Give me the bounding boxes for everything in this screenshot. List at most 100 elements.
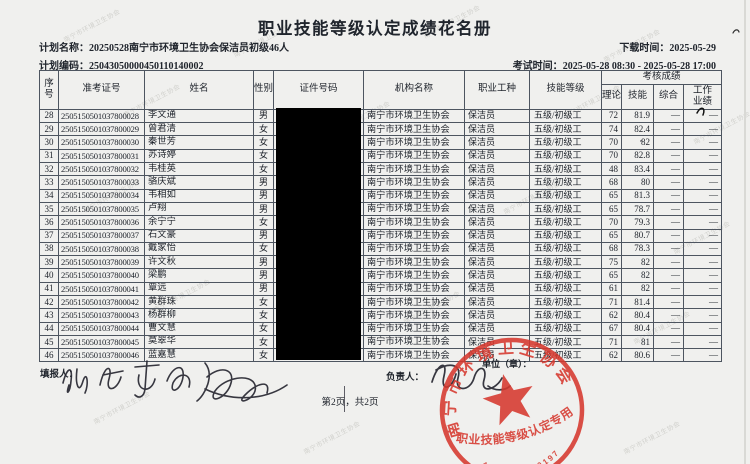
plan-code-value: 25043050000450110140002 xyxy=(89,61,204,72)
header-work-label: 工作业绩 xyxy=(692,86,712,107)
cell-skill: 80 xyxy=(621,175,654,190)
cell-level: 五级/初级工 xyxy=(529,108,602,124)
cell-work: — xyxy=(682,281,723,297)
cell-seq: 41 xyxy=(39,281,59,297)
cell-gender: 男 xyxy=(253,108,274,124)
cell-seq: 39 xyxy=(39,255,59,270)
cell-org: 南宁市环境卫生协会 xyxy=(363,294,465,310)
cell-ticket: 2505150501037800032 xyxy=(58,162,145,177)
cell-skill: 78.7 xyxy=(621,201,654,217)
cell-theory: 70 xyxy=(601,148,622,164)
cell-skill: 79.3 xyxy=(621,215,654,230)
cell-skill: 82 xyxy=(621,268,654,283)
header-ticket: 准考证号 xyxy=(58,70,145,110)
download-time-label: 下载时间： xyxy=(619,43,670,54)
cell-work: — xyxy=(682,175,723,190)
cell-comprehensive: — xyxy=(653,122,684,137)
certification-stamp: 南宁市环境卫生协会 职业技能等级认定专用章 4501030390197 xyxy=(415,313,585,464)
table-row: 34 2505150501037800034 韦相如男 南宁市环境卫生协会 保洁员 五级/… xyxy=(39,188,723,203)
cell-seq: 31 xyxy=(39,148,59,164)
paper-edge xyxy=(744,0,746,464)
cell-occupation: 保洁员 xyxy=(464,294,530,310)
cell-name: 杨群柳 xyxy=(144,308,254,323)
cell-seq: 36 xyxy=(39,215,59,230)
cell-gender: 女 xyxy=(253,135,274,150)
cell-gender: 女 xyxy=(253,321,274,336)
cell-theory: 62 xyxy=(601,308,622,323)
cell-gender: 男 xyxy=(253,228,274,243)
page-title: 职业技能等级认定成绩花名册 xyxy=(258,19,492,38)
cell-level: 五级/初级工 xyxy=(529,148,602,164)
cell-org: 南宁市环境卫生协会 xyxy=(363,201,465,217)
header-org: 机构名称 xyxy=(363,70,465,110)
table-row: 44 2505150501037800044 曹文慧女南宁市环境卫生协会 保洁员 五级/… xyxy=(39,321,723,336)
table-row: 39 2505150501037800039 许文秋男 南宁市环境卫生协会 保洁员 五级/… xyxy=(39,255,723,270)
cell-ticket: 2505150501037800038 xyxy=(58,241,145,257)
cell-occupation: 保洁员 xyxy=(464,122,530,137)
header-level: 技能等级 xyxy=(529,70,602,110)
cell-skill: 81.3 xyxy=(621,188,654,203)
cell-occupation: 保洁员 xyxy=(464,281,530,297)
cell-seq: 32 xyxy=(39,162,59,177)
cell-theory: 48 xyxy=(601,162,622,177)
cell-ticket: 2505150501037800043 xyxy=(58,308,145,323)
table-row: 36 2505150501037800036 余宁宁女 南宁市环境卫生协会 保洁员 五级/… xyxy=(39,215,723,230)
cell-comprehensive: — xyxy=(653,308,684,323)
cell-name: 莫翠华 xyxy=(144,334,254,350)
scan-speck xyxy=(395,89,397,91)
cell-name: 余宁宁 xyxy=(144,215,254,230)
cell-org: 南宁市环境卫生协会 xyxy=(363,255,465,270)
cell-name: 曾君清 xyxy=(144,122,254,137)
cell-comprehensive: — xyxy=(653,215,684,230)
cell-gender: 女 xyxy=(253,241,274,257)
table-row: 42 2505150501037800042 黄群珠女 南宁市环境卫生协会 保洁员 五级/… xyxy=(39,294,723,310)
cell-level: 五级/初级工 xyxy=(529,241,602,257)
cell-gender: 女 xyxy=(253,122,274,137)
header-theory: 理论 xyxy=(601,84,622,110)
cell-ticket: 2505150501037800036 xyxy=(58,215,145,230)
plan-code-label: 计划编码： xyxy=(39,61,89,72)
cell-level: 五级/初级工 xyxy=(529,122,602,137)
cell-skill: 80.7 xyxy=(621,228,654,243)
cell-level: 五级/初级工 xyxy=(529,201,602,217)
exam-time-label: 考试时间： xyxy=(512,61,563,72)
cell-seq: 37 xyxy=(39,228,59,243)
cell-level: 五级/初级工 xyxy=(529,281,602,297)
cell-theory: 75 xyxy=(601,255,622,270)
cell-theory: 71 xyxy=(601,294,622,310)
cell-org: 南宁市环境卫生协会 xyxy=(363,188,465,203)
table-row: 43 2505150501037800043 杨群柳女南宁市环境卫生协会 保洁员 五级/… xyxy=(39,308,723,323)
cell-name: 覃远 xyxy=(144,281,254,297)
cell-seq: 44 xyxy=(39,321,59,336)
download-time-value: 2025-05-29 xyxy=(669,43,716,54)
cell-skill: 82 xyxy=(621,281,654,297)
cell-level: 五级/初级工 xyxy=(529,215,602,230)
cell-work: — xyxy=(682,334,723,350)
score-roster-table: 序号 准考证号 姓名 性别 证件号码 机构名称 职业工种 技能等级 考核成绩 理… xyxy=(39,70,723,363)
exam-time-value: 2025-05-28 08:30 - 2025-05-28 17:00 xyxy=(562,61,716,72)
watermark-text: 南宁市环境卫生协会 xyxy=(622,420,682,457)
cell-work: — xyxy=(682,255,723,270)
scan-speck xyxy=(640,140,642,142)
scan-tick-artifact xyxy=(732,29,740,34)
cell-theory: 74 xyxy=(601,122,622,137)
cell-theory: 62 xyxy=(601,348,622,363)
cell-gender: 女 xyxy=(253,334,274,350)
cell-org: 南宁市环境卫生协会 xyxy=(363,241,465,257)
cell-seq: 35 xyxy=(39,201,59,217)
cell-gender: 男 xyxy=(253,268,274,283)
cell-name: 李文通 xyxy=(144,108,254,124)
cell-theory: 71 xyxy=(601,334,622,350)
cell-work: — xyxy=(682,201,723,217)
cell-occupation: 保洁员 xyxy=(464,201,530,217)
cell-skill: 78.3 xyxy=(621,241,654,257)
cell-comprehensive: — xyxy=(653,135,684,150)
cell-theory: 65 xyxy=(601,268,622,283)
cell-name: 石文豪 xyxy=(144,228,254,243)
cell-work: — xyxy=(682,268,723,283)
cell-comprehensive: — xyxy=(653,255,684,270)
header-score-group: 考核成绩 xyxy=(600,70,723,85)
cell-occupation: 保洁员 xyxy=(464,188,530,203)
cell-theory: 70 xyxy=(601,135,622,150)
cell-gender: 女 xyxy=(253,308,274,323)
